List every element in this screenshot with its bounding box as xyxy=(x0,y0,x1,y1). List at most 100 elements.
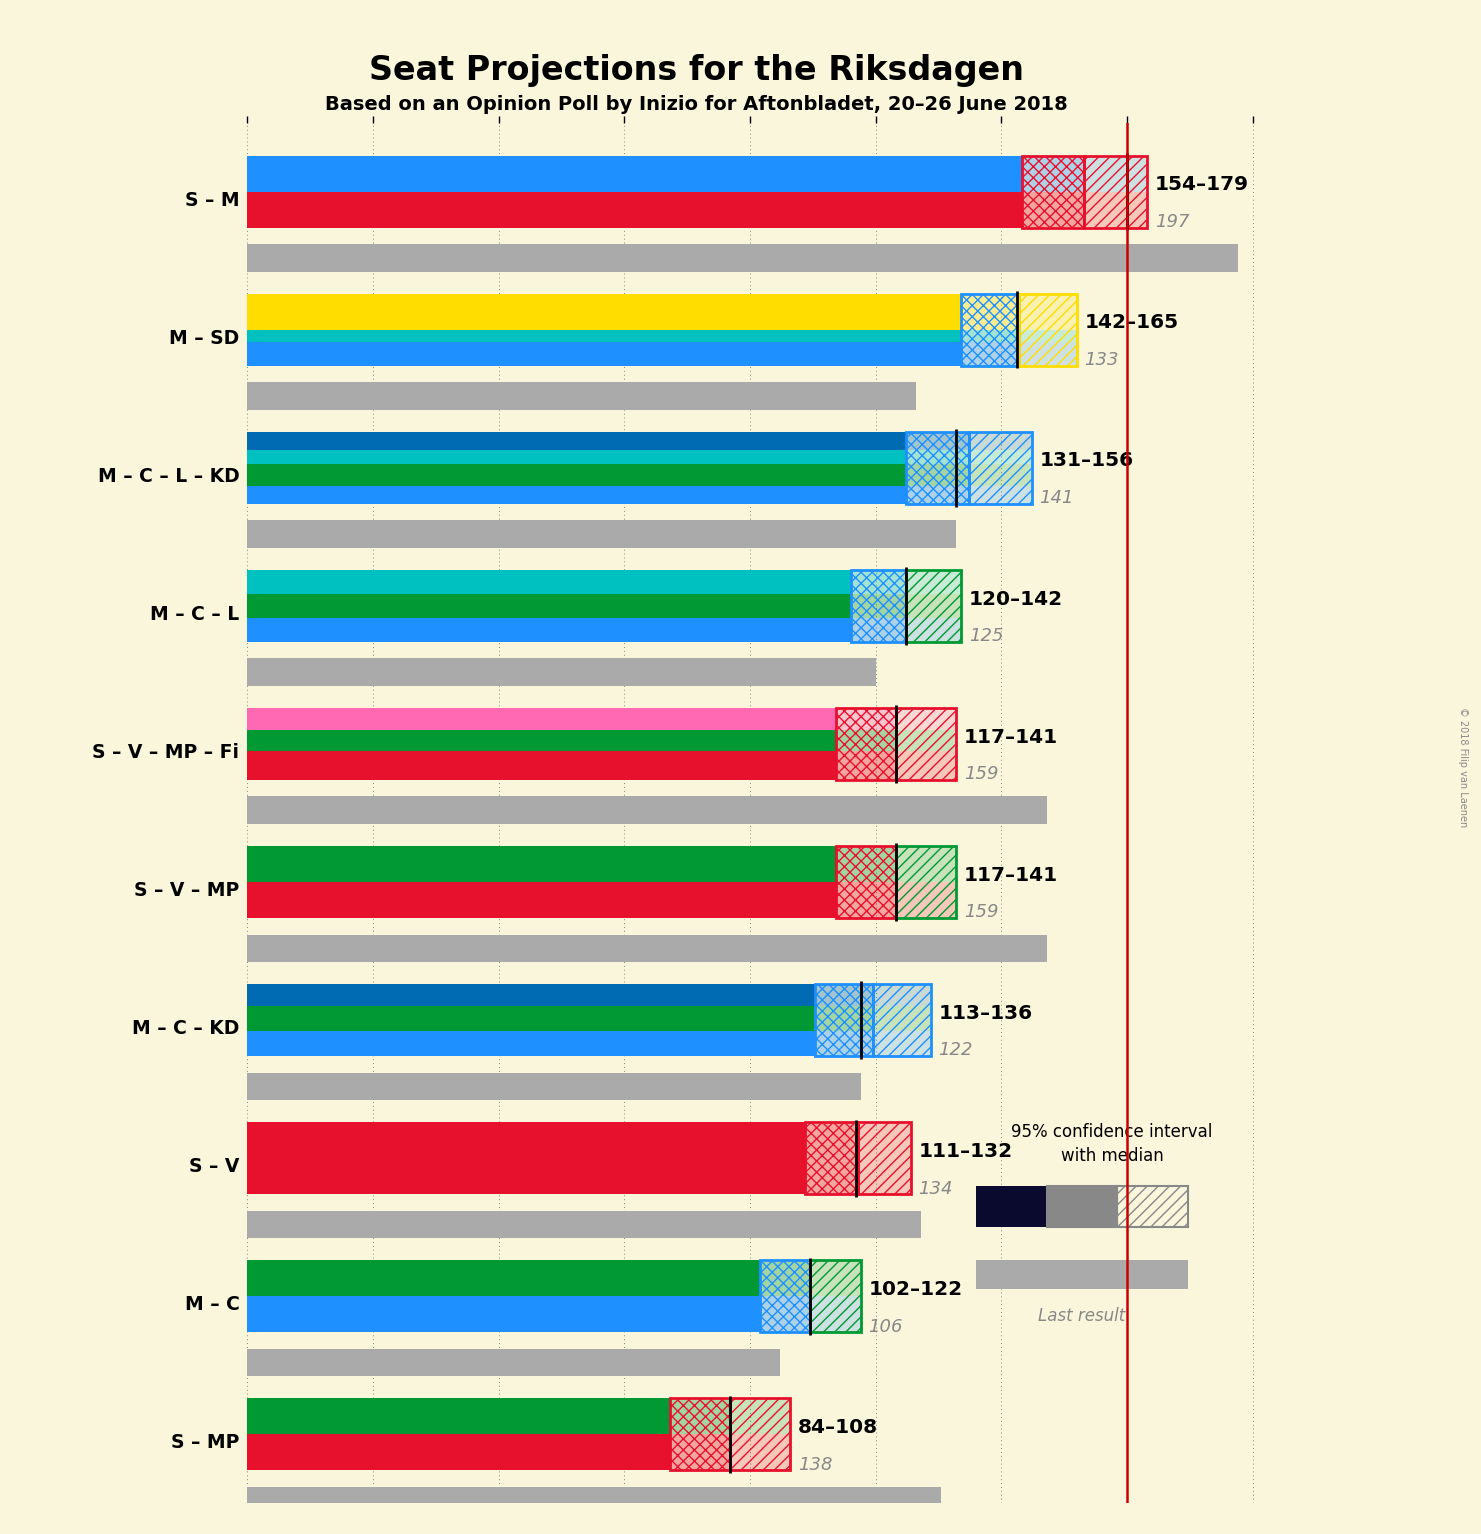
Bar xyxy=(816,1031,874,1055)
Text: 197: 197 xyxy=(1155,213,1189,232)
Bar xyxy=(760,1261,810,1332)
Text: S – V – MP: S – V – MP xyxy=(135,881,240,900)
Bar xyxy=(906,433,969,449)
Text: 141: 141 xyxy=(1040,489,1074,508)
Bar xyxy=(906,449,969,465)
Bar xyxy=(247,1434,669,1470)
Bar xyxy=(247,985,816,1006)
Bar xyxy=(874,1031,932,1055)
Bar xyxy=(816,985,874,1055)
Text: © 2018 Filip van Laenen: © 2018 Filip van Laenen xyxy=(1459,707,1468,827)
Bar xyxy=(247,571,850,594)
Bar xyxy=(896,709,957,779)
Bar xyxy=(247,1486,940,1514)
Bar xyxy=(850,571,906,641)
Text: 120–142: 120–142 xyxy=(969,589,1063,609)
Bar xyxy=(835,730,896,752)
Text: 134: 134 xyxy=(918,1180,952,1198)
Text: S – MP: S – MP xyxy=(172,1433,240,1453)
Bar xyxy=(1019,295,1077,365)
Text: 117–141: 117–141 xyxy=(964,865,1057,885)
Bar xyxy=(806,1123,857,1193)
Bar xyxy=(1019,295,1077,365)
Bar xyxy=(906,486,969,503)
Text: S – V: S – V xyxy=(190,1157,240,1177)
Text: 117–141: 117–141 xyxy=(964,727,1057,747)
Text: Based on an Opinion Poll by Inizio for Aftonbladet, 20–26 June 2018: Based on an Opinion Poll by Inizio for A… xyxy=(324,95,1068,114)
Bar xyxy=(906,571,961,594)
Bar xyxy=(1022,156,1084,227)
Bar xyxy=(835,882,896,917)
Bar xyxy=(806,1123,857,1193)
Bar xyxy=(850,594,906,618)
Bar xyxy=(1084,156,1148,227)
Text: 159: 159 xyxy=(964,904,998,922)
Bar xyxy=(906,618,961,641)
Bar xyxy=(835,752,896,779)
Bar xyxy=(961,295,1019,365)
Bar xyxy=(247,520,957,548)
Text: S – M: S – M xyxy=(185,190,240,210)
Text: 84–108: 84–108 xyxy=(798,1417,878,1437)
Text: 106: 106 xyxy=(868,1318,903,1336)
Bar xyxy=(1084,156,1148,192)
Bar xyxy=(835,709,896,730)
Bar xyxy=(247,1072,860,1100)
Text: 113–136: 113–136 xyxy=(939,1003,1032,1023)
Bar xyxy=(247,882,835,917)
Text: M – C – L: M – C – L xyxy=(150,604,240,624)
Text: 125: 125 xyxy=(969,627,1003,646)
Text: 133: 133 xyxy=(1084,351,1120,370)
Bar xyxy=(806,1123,857,1193)
Bar xyxy=(896,847,957,917)
Bar xyxy=(874,985,932,1055)
Bar xyxy=(810,1261,860,1332)
Bar xyxy=(247,465,906,486)
Bar xyxy=(896,847,957,917)
Bar xyxy=(969,449,1032,465)
Bar xyxy=(816,1006,874,1031)
Bar xyxy=(969,433,1032,503)
Text: 111–132: 111–132 xyxy=(918,1141,1013,1161)
Bar xyxy=(874,985,932,1055)
Bar xyxy=(850,571,906,594)
Bar xyxy=(961,295,1019,365)
Bar xyxy=(247,244,1238,272)
Text: Seat Projections for the Riksdagen: Seat Projections for the Riksdagen xyxy=(369,54,1023,87)
Text: S – V – MP – Fi: S – V – MP – Fi xyxy=(92,742,240,762)
Bar xyxy=(247,1123,806,1193)
Bar xyxy=(810,1261,860,1332)
Bar xyxy=(247,658,875,686)
Bar xyxy=(247,156,1022,192)
Bar xyxy=(760,1261,810,1332)
Bar xyxy=(247,796,1047,824)
Bar xyxy=(896,730,957,752)
Bar xyxy=(969,486,1032,503)
Bar xyxy=(896,709,957,779)
Bar xyxy=(247,709,835,730)
Bar xyxy=(906,571,961,641)
Bar xyxy=(969,433,1032,449)
Bar xyxy=(1022,156,1084,227)
Bar xyxy=(1047,1186,1117,1227)
Bar xyxy=(961,295,1019,330)
Text: 138: 138 xyxy=(798,1456,832,1474)
Bar xyxy=(247,934,1047,962)
Bar xyxy=(835,847,896,882)
Bar xyxy=(906,594,961,618)
Bar xyxy=(810,1296,860,1332)
Bar xyxy=(669,1399,730,1470)
Bar xyxy=(247,1031,816,1055)
Bar xyxy=(857,1123,911,1193)
Bar xyxy=(247,486,906,503)
Bar xyxy=(1022,156,1084,192)
Text: 159: 159 xyxy=(964,765,998,784)
Bar xyxy=(247,618,850,641)
Bar xyxy=(669,1399,730,1470)
Bar xyxy=(247,192,1022,227)
Text: 131–156: 131–156 xyxy=(1040,451,1133,471)
Bar xyxy=(1019,330,1077,342)
Bar xyxy=(247,594,850,618)
Bar xyxy=(1019,342,1077,365)
Bar xyxy=(896,752,957,779)
